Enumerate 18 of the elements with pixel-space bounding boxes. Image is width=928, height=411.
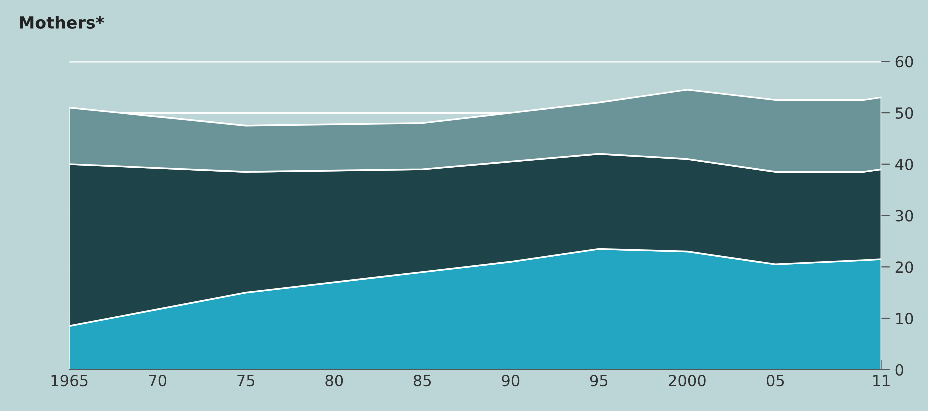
x-tick-label: 85 (414, 375, 432, 387)
x-tick-label: 11 (874, 375, 890, 386)
x-tick-label: 95 (590, 375, 608, 387)
y-tick-label: 50 (896, 107, 914, 120)
x-tick-label: 75 (238, 375, 255, 387)
y-tick-label: 30 (896, 210, 914, 222)
x-tick-label: 05 (766, 375, 784, 387)
x-tick-label: 2000 (669, 375, 706, 387)
y-tick-label: 10 (896, 312, 914, 325)
chart-title: Mothers* (20, 16, 104, 30)
x-tick-label: 1965 (52, 375, 88, 387)
y-tick-label: 0 (896, 364, 904, 376)
x-tick-label: 90 (502, 375, 520, 387)
y-tick-label: 60 (896, 56, 914, 68)
x-tick-label: 70 (149, 375, 167, 387)
y-tick-label: 20 (896, 262, 914, 274)
x-tick-label: 80 (326, 375, 344, 387)
y-tick-label: 40 (896, 158, 914, 170)
